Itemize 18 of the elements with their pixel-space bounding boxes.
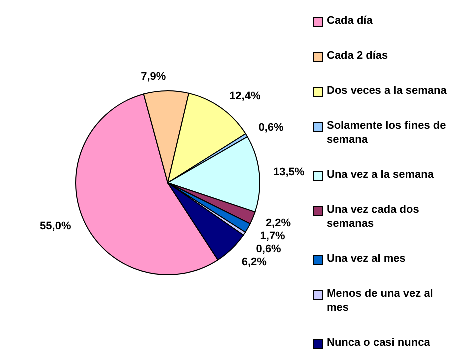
legend-label: Una vez cada dos semanas bbox=[327, 203, 420, 231]
data-label: 6,2% bbox=[242, 256, 268, 269]
legend-label: Dos veces a la semana bbox=[327, 84, 447, 98]
data-label: 0,6% bbox=[258, 122, 284, 134]
legend-label: Una vez al mes bbox=[327, 252, 406, 266]
legend-label: Cada día bbox=[327, 14, 373, 28]
data-label: 55,0% bbox=[40, 220, 72, 232]
data-label: 7,9% bbox=[141, 71, 166, 84]
data-label: 1,7% bbox=[260, 230, 286, 243]
legend-label: Nunca o casi nunca bbox=[327, 336, 430, 350]
data-label: 2,2% bbox=[266, 218, 292, 230]
data-label: 12,4% bbox=[230, 90, 261, 103]
legend-label: Solamente los fines de semana bbox=[327, 119, 448, 147]
data-label: 0,6% bbox=[256, 244, 282, 256]
legend-label: Menos de una vez al mes bbox=[327, 287, 434, 315]
legend-label: Una vez a la semana bbox=[327, 168, 434, 182]
legend-label: Cada 2 días bbox=[327, 49, 388, 63]
data-label: 13,5% bbox=[273, 166, 305, 178]
